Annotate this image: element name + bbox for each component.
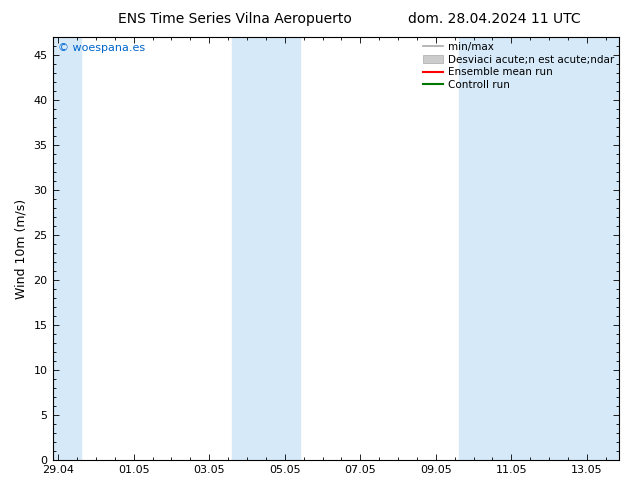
Text: dom. 28.04.2024 11 UTC: dom. 28.04.2024 11 UTC — [408, 12, 581, 26]
Legend: min/max, Desviaci acute;n est acute;ndar, Ensemble mean run, Controll run: min/max, Desviaci acute;n est acute;ndar… — [420, 40, 616, 92]
Bar — [232, 37, 300, 460]
Bar — [458, 37, 619, 460]
Bar — [53, 37, 81, 460]
Text: © woespana.es: © woespana.es — [58, 44, 145, 53]
Y-axis label: Wind 10m (m/s): Wind 10m (m/s) — [15, 198, 28, 299]
Text: ENS Time Series Vilna Aeropuerto: ENS Time Series Vilna Aeropuerto — [118, 12, 351, 26]
